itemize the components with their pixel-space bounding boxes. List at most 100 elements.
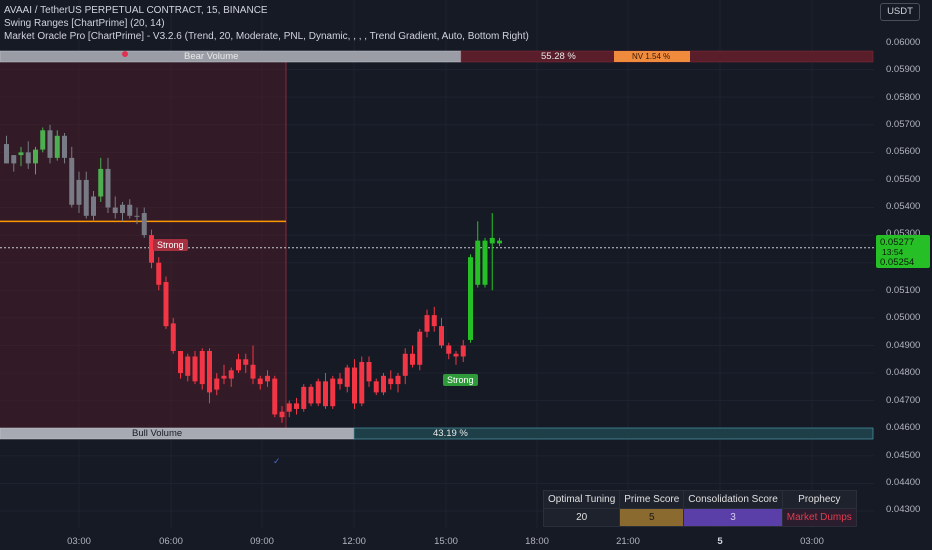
price-label: 0.05900 xyxy=(886,64,921,75)
candle-body xyxy=(482,240,488,285)
bear-marker-dot xyxy=(122,51,128,57)
candle-body xyxy=(431,315,437,327)
candle-body xyxy=(156,262,162,285)
info-table-value-row: 20 5 3 Market Dumps xyxy=(542,508,857,527)
candle-body xyxy=(352,367,357,404)
candle-body xyxy=(141,213,147,236)
candle-body xyxy=(308,386,314,404)
candle-body xyxy=(199,350,205,385)
bear-strong-signal: Strong xyxy=(153,239,188,251)
candle-body xyxy=(257,378,263,385)
candle-body xyxy=(105,168,111,208)
indicator-swing-ranges[interactable]: Swing Ranges [ChartPrime] (20, 14) xyxy=(4,18,165,29)
candle-body xyxy=(497,240,502,244)
price-label: 0.04600 xyxy=(886,422,921,433)
checkmark-icon: ✓ xyxy=(273,456,281,466)
candle-body xyxy=(446,345,452,354)
time-label-day: 5 xyxy=(717,536,723,547)
time-label: 15:00 xyxy=(434,536,458,547)
price-label: 0.06000 xyxy=(886,37,921,48)
candle-body xyxy=(47,130,53,158)
time-axis[interactable]: 03:00 06:00 09:00 12:00 15:00 18:00 21:0… xyxy=(0,528,874,550)
current-price-value: 0.05277 xyxy=(880,237,915,248)
price-label: 0.04900 xyxy=(886,340,921,351)
candle-body xyxy=(468,257,473,340)
nv-volume-pct: NV 1.54 % xyxy=(632,52,671,61)
chart-area[interactable]: ✓ AVAAI / TetherUS PERPETUAL CONTRACT, 1… xyxy=(0,0,874,528)
candle-body xyxy=(439,326,444,346)
chart-legend: AVAAI / TetherUS PERPETUAL CONTRACT, 15,… xyxy=(4,4,529,43)
candle-body xyxy=(402,353,408,376)
candle-body xyxy=(112,207,118,214)
candle-body xyxy=(315,381,321,404)
time-label: 12:00 xyxy=(342,536,366,547)
candle-body xyxy=(54,135,60,158)
candle-body xyxy=(236,359,241,371)
candle-body xyxy=(294,403,299,409)
candle-body xyxy=(91,196,96,216)
current-low-value: 0.05254 xyxy=(880,257,915,268)
candle-body xyxy=(207,350,212,393)
candle-body xyxy=(18,152,24,156)
time-label: 21:00 xyxy=(616,536,640,547)
currency-button[interactable]: USDT xyxy=(880,3,920,21)
time-label: 06:00 xyxy=(159,536,183,547)
candle-body xyxy=(388,378,394,385)
price-axis[interactable]: 0.06000 0.05900 0.05800 0.05700 0.05600 … xyxy=(874,0,932,528)
header-prime-score: Prime Score xyxy=(619,490,685,509)
candle-body xyxy=(134,215,140,217)
candle-body xyxy=(98,168,104,197)
price-label: 0.04800 xyxy=(886,367,921,378)
value-consolidation-score: 3 xyxy=(683,508,783,527)
candle-body xyxy=(337,378,343,385)
candle-body xyxy=(366,362,372,382)
current-price-marker: 0.05277 13:54 0.05254 xyxy=(876,235,930,268)
candle-body xyxy=(228,370,234,379)
candle-body xyxy=(83,179,89,216)
candle-body xyxy=(417,331,423,365)
candle-body xyxy=(243,359,249,365)
candle-body xyxy=(272,378,278,415)
bear-volume-pct: 55.28 % xyxy=(541,51,576,62)
candle-body xyxy=(192,356,198,382)
header-optimal-tuning: Optimal Tuning xyxy=(542,490,621,509)
candle-body xyxy=(127,204,133,216)
time-label: 09:00 xyxy=(250,536,274,547)
symbol-title[interactable]: AVAAI / TetherUS PERPETUAL CONTRACT, 15,… xyxy=(4,5,268,16)
candle-body xyxy=(62,135,67,158)
bull-volume-label: Bull Volume xyxy=(132,428,183,439)
candle-body xyxy=(410,353,415,365)
candle-body xyxy=(301,386,307,409)
candle-body xyxy=(286,403,292,412)
candle-body xyxy=(185,356,191,376)
bar-countdown: 13:54 xyxy=(882,247,904,257)
price-label: 0.05700 xyxy=(886,119,921,130)
bull-volume-bar-right xyxy=(353,427,874,440)
price-label: 0.05000 xyxy=(886,312,921,323)
nv-volume-bar xyxy=(614,51,690,62)
candle-body xyxy=(25,152,31,164)
value-prime-score: 5 xyxy=(619,508,685,527)
indicator-market-oracle[interactable]: Market Oracle Pro [ChartPrime] - V3.2.6 … xyxy=(4,31,529,42)
candle-body xyxy=(76,179,82,205)
candle-body xyxy=(250,364,256,379)
candle-body xyxy=(4,144,9,164)
value-optimal-tuning: 20 xyxy=(542,508,621,527)
candle-body xyxy=(381,375,386,393)
candle-body xyxy=(214,378,220,390)
header-consolidation-score: Consolidation Score xyxy=(683,490,783,509)
bull-strong-signal: Strong xyxy=(443,374,478,386)
price-label: 0.05500 xyxy=(886,174,921,185)
candle-body xyxy=(170,323,176,351)
candle-body xyxy=(344,367,350,387)
price-label: 0.04700 xyxy=(886,395,921,406)
chart-canvas[interactable]: ✓ xyxy=(0,0,874,528)
candle-body xyxy=(69,157,75,205)
header-prophecy: Prophecy xyxy=(781,490,857,509)
price-label: 0.05800 xyxy=(886,92,921,103)
time-label: 18:00 xyxy=(525,536,549,547)
candle-body xyxy=(221,375,227,379)
price-label: 0.04300 xyxy=(886,504,921,515)
candle-body xyxy=(359,362,365,404)
candle-body xyxy=(120,204,125,214)
